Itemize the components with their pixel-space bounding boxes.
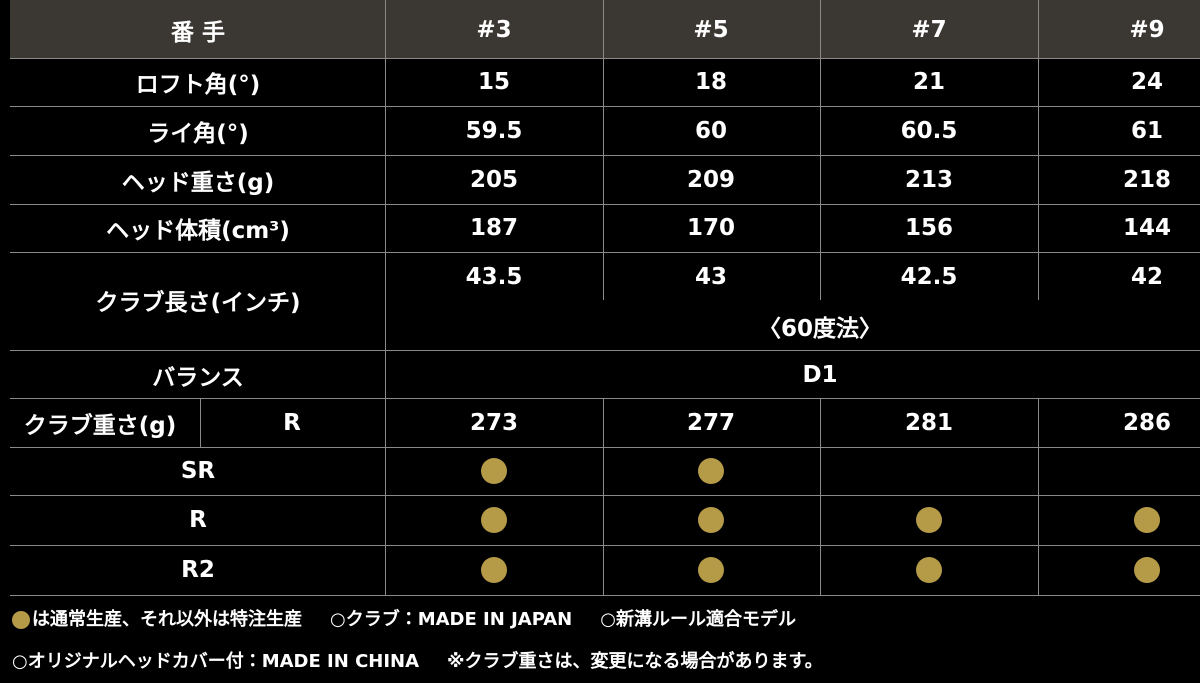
col-line — [1038, 398, 1039, 595]
cell-value: 60.5 — [900, 118, 958, 144]
footnote-text: ○オリジナルヘッドカバー付：MADE IN CHINA — [12, 651, 420, 672]
footnote-item: ※クラブ重さは、変更になる場合があります。 — [447, 647, 823, 673]
row-line — [10, 447, 1200, 448]
row-label: ロフト角(°) — [135, 72, 261, 98]
cell-value: 60 — [694, 118, 728, 144]
col-line — [603, 0, 604, 300]
cell-value: 213 — [904, 167, 954, 193]
footnote-text: は通常生産、それ以外は特注生産 — [32, 609, 302, 630]
cell-note: 〈60度法〉 — [757, 316, 883, 342]
cell-value: 15 — [477, 69, 511, 95]
row-line — [10, 495, 1200, 496]
footnote-item: ○クラブ：MADE IN JAPAN — [330, 605, 572, 631]
cell-value: 277 — [686, 410, 736, 436]
cell-value: 281 — [904, 410, 954, 436]
footnote-item: は通常生産、それ以外は特注生産 — [12, 605, 302, 631]
col-line — [820, 398, 821, 595]
availability-dot — [481, 557, 507, 583]
row-label: クラブ長さ(インチ) — [95, 290, 301, 316]
flex-label: R — [283, 410, 301, 436]
cell-value: 170 — [686, 215, 736, 241]
cell-value: 144 — [1122, 215, 1172, 241]
legend-dot — [12, 611, 30, 629]
row-line — [10, 350, 1200, 351]
cell-value: 209 — [686, 167, 736, 193]
cell-value: 43 — [694, 264, 728, 290]
availability-dot — [698, 507, 724, 533]
flex-label: R — [189, 507, 207, 533]
row-label: ヘッド体積(cm³) — [106, 218, 290, 244]
row-label: クラブ重さ(g) — [23, 413, 177, 439]
cell-value: 42.5 — [900, 264, 958, 290]
cell-value: 286 — [1122, 410, 1172, 436]
footnote-item: ○新溝ルール適合モデル — [600, 605, 796, 631]
row-line — [10, 252, 1200, 253]
row-label: ライ角(°) — [147, 121, 249, 147]
col-line — [1038, 0, 1039, 300]
col-line — [820, 0, 821, 300]
availability-dot — [481, 507, 507, 533]
header-label: 番 手 — [170, 20, 226, 46]
row-label: バランス — [152, 365, 244, 391]
cell-value: 205 — [469, 167, 519, 193]
footnote-text: ○新溝ルール適合モデル — [600, 609, 796, 630]
cell-value: 59.5 — [465, 118, 523, 144]
availability-dot — [698, 458, 724, 484]
footnote-text: ※クラブ重さは、変更になる場合があります。 — [447, 651, 823, 672]
row-line — [10, 545, 1200, 546]
availability-dot — [698, 557, 724, 583]
row-line — [10, 204, 1200, 205]
cell-value: 156 — [904, 215, 954, 241]
availability-dot — [481, 458, 507, 484]
cell-value: 18 — [694, 69, 728, 95]
row-line — [10, 106, 1200, 107]
availability-dot — [1134, 507, 1160, 533]
column-header: #9 — [1129, 17, 1165, 43]
cell-value: 21 — [912, 69, 946, 95]
row-line — [10, 58, 1200, 59]
cell-value: 187 — [469, 215, 519, 241]
row-line — [10, 595, 1200, 596]
col-line — [385, 0, 386, 595]
cell-value: 61 — [1130, 118, 1164, 144]
column-header: #5 — [693, 17, 729, 43]
cell-value: 42 — [1130, 264, 1164, 290]
footnote: ○オリジナルヘッドカバー付：MADE IN CHINA ※クラブ重さは、変更になる… — [12, 646, 823, 674]
cell-value: D1 — [802, 362, 838, 388]
footnote-item: ○オリジナルヘッドカバー付：MADE IN CHINA — [12, 647, 419, 673]
header-band — [10, 0, 1200, 58]
availability-dot — [1134, 557, 1160, 583]
flex-label: SR — [180, 458, 216, 484]
availability-dot — [916, 557, 942, 583]
col-line — [603, 398, 604, 595]
col-line — [200, 398, 201, 447]
cell-value: 24 — [1130, 69, 1164, 95]
availability-dot — [916, 507, 942, 533]
cell-value: 218 — [1122, 167, 1172, 193]
row-line — [10, 155, 1200, 156]
column-header: #3 — [476, 17, 512, 43]
cell-value: 43.5 — [465, 264, 523, 290]
row-label: ヘッド重さ(g) — [121, 170, 275, 196]
cell-value: 273 — [469, 410, 519, 436]
flex-label: R2 — [181, 557, 215, 583]
column-header: #7 — [911, 17, 947, 43]
row-line — [10, 398, 1200, 399]
footnote: は通常生産、それ以外は特注生産 ○クラブ：MADE IN JAPAN ○新溝ルール適… — [12, 604, 796, 632]
footnote-text: ○クラブ：MADE IN JAPAN — [330, 609, 573, 630]
